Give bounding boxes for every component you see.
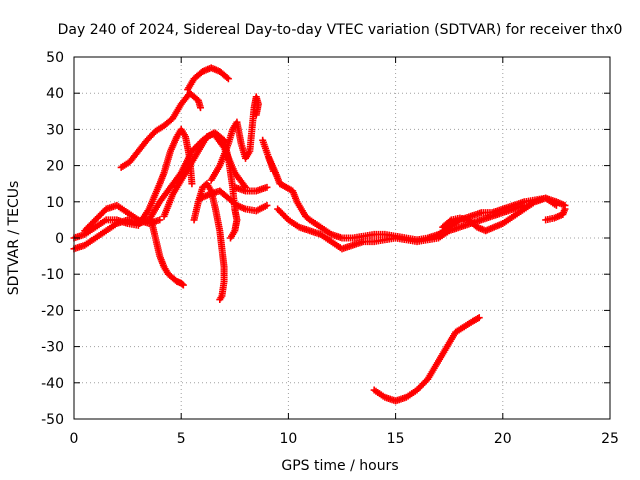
data-point bbox=[252, 111, 260, 119]
y-tick-label: -10 bbox=[41, 267, 64, 283]
y-tick-label: -20 bbox=[41, 303, 64, 319]
y-axis-label: SDTVAR / TECUs bbox=[6, 181, 22, 296]
data-point bbox=[227, 234, 235, 242]
data-point bbox=[156, 216, 164, 224]
y-tick-label: 40 bbox=[46, 86, 64, 102]
y-tick-label: 30 bbox=[46, 122, 64, 138]
x-tick-label: 25 bbox=[601, 431, 619, 447]
data-point bbox=[223, 74, 231, 82]
data-point bbox=[263, 183, 271, 191]
y-tick-label: -30 bbox=[41, 340, 64, 356]
data-point bbox=[188, 180, 196, 188]
data-point bbox=[561, 205, 569, 213]
data-point bbox=[263, 201, 271, 209]
x-tick-label: 0 bbox=[70, 431, 79, 447]
data-point bbox=[179, 281, 187, 289]
data-point bbox=[196, 104, 204, 112]
x-axis-label: GPS time / hours bbox=[281, 458, 398, 474]
chart-title: Day 240 of 2024, Sidereal Day-to-day VTE… bbox=[58, 22, 623, 38]
series-sat-h bbox=[190, 180, 228, 304]
x-tick-label: 15 bbox=[387, 431, 405, 447]
y-tick-label: 50 bbox=[46, 50, 64, 66]
series-sat-o bbox=[542, 205, 569, 224]
x-tick-label: 20 bbox=[494, 431, 512, 447]
series-sat-m bbox=[274, 201, 528, 253]
series-sat-f bbox=[81, 201, 164, 235]
y-tick-label: 10 bbox=[46, 195, 64, 211]
series-sat-n bbox=[439, 194, 560, 235]
axis-ticks: 0 5 10 15 20 25 -50 -40 -30 -20 -10 0 10 20 30 40 50 bbox=[41, 50, 619, 447]
data-point bbox=[552, 201, 560, 209]
y-tick-label: -40 bbox=[41, 376, 64, 392]
series-sat-c bbox=[184, 64, 232, 94]
series-isolated bbox=[259, 136, 277, 175]
data-point bbox=[178, 280, 186, 288]
series-sat-p bbox=[370, 314, 483, 405]
series-sat-k bbox=[207, 93, 262, 184]
y-tick-label: 0 bbox=[55, 231, 64, 247]
data-point bbox=[269, 167, 277, 175]
data-point bbox=[216, 296, 224, 304]
series-sat-i bbox=[196, 187, 271, 215]
x-tick-label: 10 bbox=[279, 431, 297, 447]
data-point bbox=[475, 314, 483, 322]
series-sat-b bbox=[117, 89, 204, 171]
y-tick-label: 20 bbox=[46, 159, 64, 175]
data-points bbox=[70, 64, 569, 405]
y-tick-label: -50 bbox=[41, 412, 64, 428]
x-tick-label: 5 bbox=[177, 431, 186, 447]
data-point bbox=[224, 75, 232, 83]
data-point bbox=[446, 217, 454, 225]
series-sat-j bbox=[231, 183, 271, 195]
